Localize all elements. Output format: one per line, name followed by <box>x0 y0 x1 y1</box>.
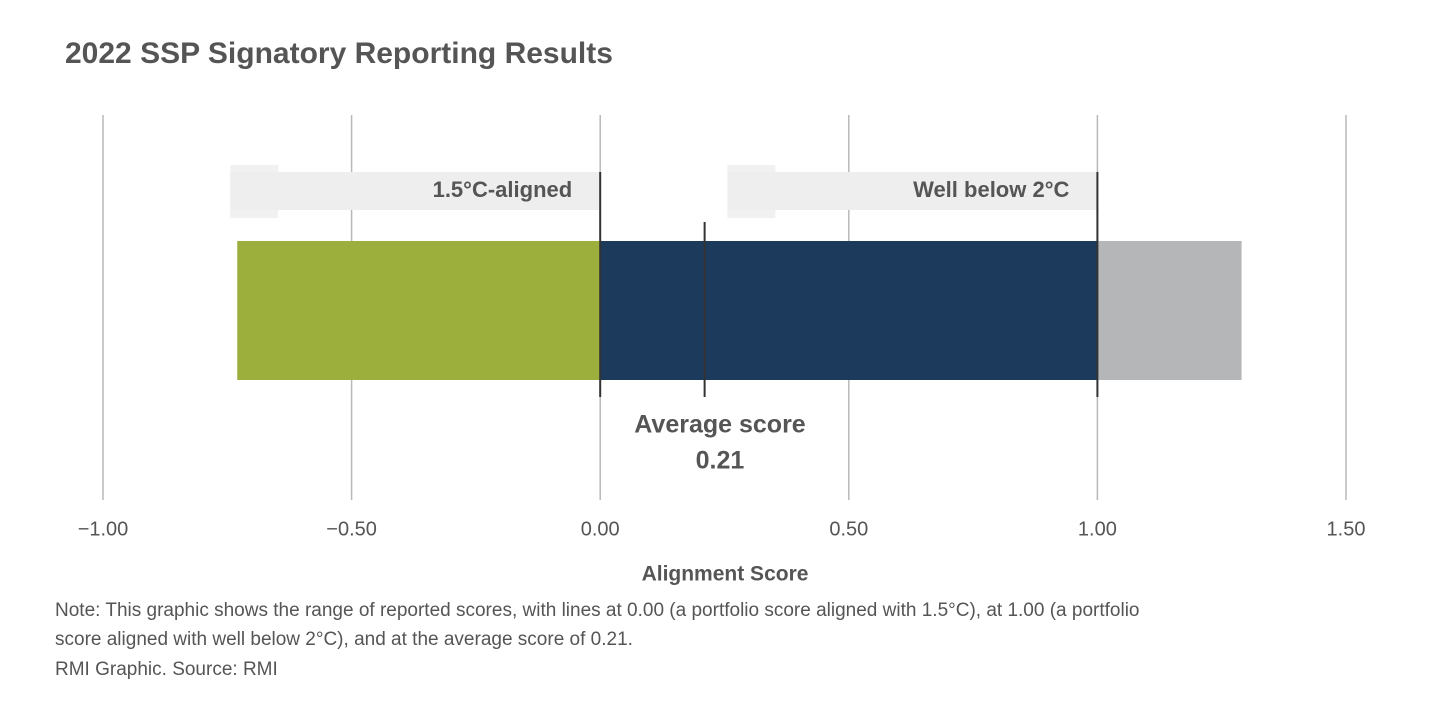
label-box <box>230 172 601 210</box>
x-tick-label: −0.50 <box>326 518 377 540</box>
note: score aligned with well below 2°C), and … <box>55 629 633 650</box>
label-box <box>727 172 1098 210</box>
x-tick-label: 1.00 <box>1078 518 1117 540</box>
note: RMI Graphic. Source: RMI <box>55 659 278 680</box>
range-segment <box>600 241 1098 380</box>
x-tick-label: 0.50 <box>829 518 868 540</box>
x-tick-label: 0.00 <box>581 518 620 540</box>
reference-label: Well below 2°C <box>913 177 1069 202</box>
average-value: 0.21 <box>696 447 745 475</box>
range-segment <box>237 241 601 380</box>
note: Note: This graphic shows the range of re… <box>55 600 1139 621</box>
chart-title: 2022 SSP Signatory Reporting Results <box>65 37 613 70</box>
reference-label: 1.5°C-aligned <box>433 177 573 202</box>
x-tick-label: 1.50 <box>1327 518 1366 540</box>
range-segment <box>1097 241 1242 380</box>
x-axis-label: Alignment Score <box>642 563 809 586</box>
average-label: Average score <box>634 411 805 439</box>
x-tick-label: −1.00 <box>78 518 129 540</box>
